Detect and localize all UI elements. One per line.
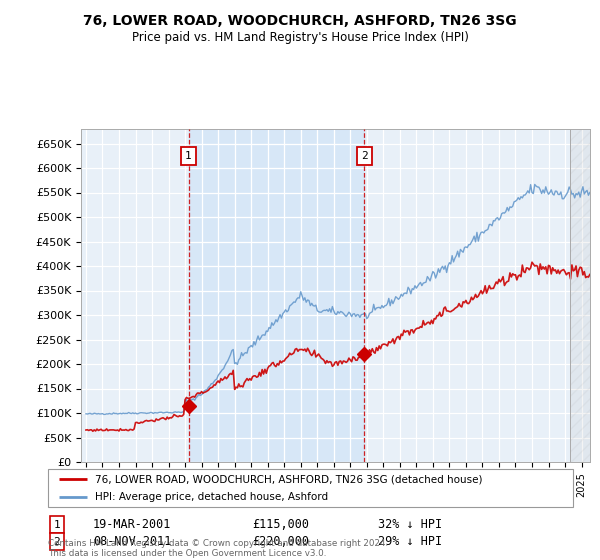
Text: Contains HM Land Registry data © Crown copyright and database right 2024.
This d: Contains HM Land Registry data © Crown c… bbox=[48, 539, 388, 558]
Text: 2: 2 bbox=[53, 536, 61, 547]
Bar bbox=[188, 129, 364, 462]
Text: HPI: Average price, detached house, Ashford: HPI: Average price, detached house, Ashf… bbox=[95, 492, 328, 502]
Text: 76, LOWER ROAD, WOODCHURCH, ASHFORD, TN26 3SG (detached house): 76, LOWER ROAD, WOODCHURCH, ASHFORD, TN2… bbox=[95, 474, 483, 484]
FancyBboxPatch shape bbox=[48, 469, 573, 507]
Text: 08-NOV-2011: 08-NOV-2011 bbox=[93, 535, 172, 548]
Bar bbox=[571, 129, 590, 462]
Text: 1: 1 bbox=[53, 520, 61, 530]
Text: 1: 1 bbox=[185, 151, 192, 161]
Text: 19-MAR-2001: 19-MAR-2001 bbox=[93, 518, 172, 531]
Text: 2: 2 bbox=[361, 151, 368, 161]
Text: £115,000: £115,000 bbox=[252, 518, 309, 531]
Text: Price paid vs. HM Land Registry's House Price Index (HPI): Price paid vs. HM Land Registry's House … bbox=[131, 31, 469, 44]
Text: 32% ↓ HPI: 32% ↓ HPI bbox=[378, 518, 442, 531]
Text: £220,000: £220,000 bbox=[252, 535, 309, 548]
Text: 76, LOWER ROAD, WOODCHURCH, ASHFORD, TN26 3SG: 76, LOWER ROAD, WOODCHURCH, ASHFORD, TN2… bbox=[83, 14, 517, 28]
Text: 29% ↓ HPI: 29% ↓ HPI bbox=[378, 535, 442, 548]
